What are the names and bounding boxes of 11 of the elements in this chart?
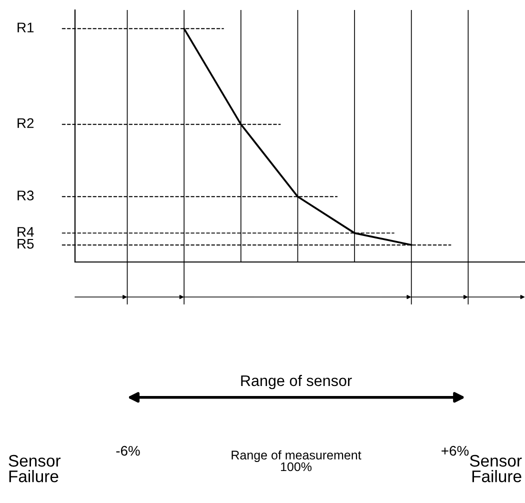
text: +6%	[442, 446, 469, 456]
text: Range of sensor	[241, 374, 352, 390]
text: Sensor Failure	[8, 454, 61, 482]
text: Sensor Failure	[470, 454, 522, 482]
text: Range of measurement 100%	[232, 450, 362, 472]
ref-line-label: R3	[18, 190, 34, 200]
ref-line-label: R2	[18, 118, 34, 128]
text: -6%	[116, 446, 140, 456]
ref-line-label: R5	[18, 239, 34, 249]
ref-line-label: R1	[18, 22, 34, 32]
ref-line-label: R4	[18, 227, 34, 237]
